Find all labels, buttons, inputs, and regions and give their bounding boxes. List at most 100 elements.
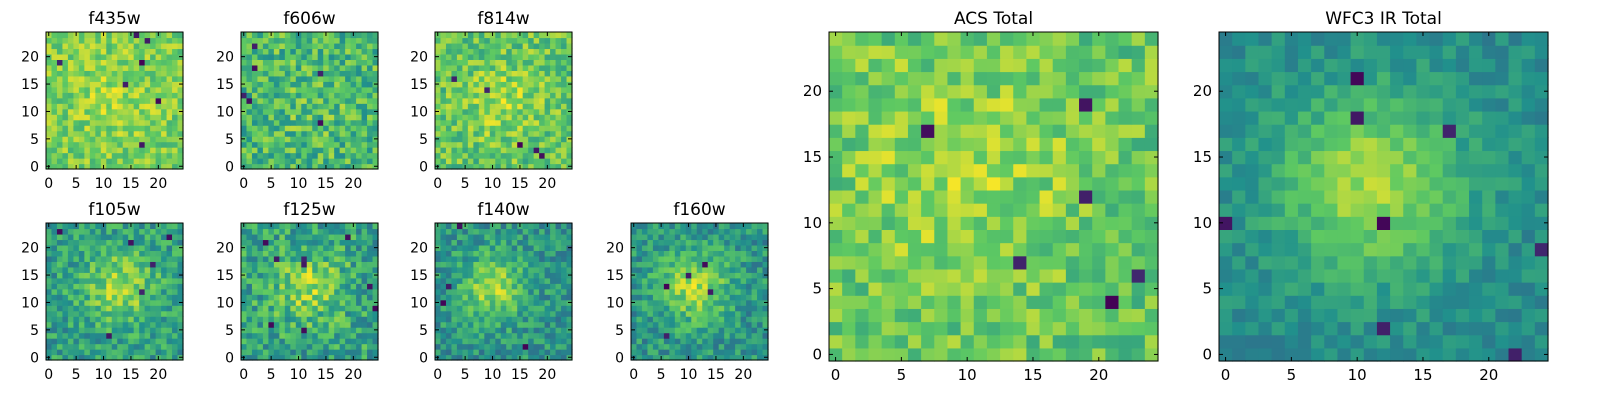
heatmap-cell — [544, 64, 551, 71]
heatmap-cell — [947, 242, 962, 257]
heatmap-cell — [46, 92, 53, 99]
heatmap-cell — [539, 97, 546, 104]
heatmap-cell — [312, 272, 319, 279]
heatmap-cell — [451, 152, 458, 159]
heatmap-cell — [440, 103, 447, 110]
heatmap-cell — [150, 125, 157, 132]
heatmap-cell — [986, 203, 1001, 217]
heatmap-cell — [306, 125, 313, 132]
heatmap-cell — [122, 305, 129, 312]
heatmap-cell — [46, 70, 53, 77]
heatmap-cell — [51, 152, 58, 159]
heatmap-cell — [172, 244, 179, 251]
heatmap-cell — [663, 288, 670, 295]
heatmap-cell — [317, 114, 324, 121]
heatmap-cell — [139, 32, 146, 39]
heatmap-cell — [312, 223, 319, 230]
heatmap-cell — [829, 255, 843, 270]
heatmap-cell — [484, 316, 491, 323]
x-tick-label: 10 — [680, 367, 698, 383]
heatmap-cell — [478, 152, 485, 159]
heatmap-cell — [473, 42, 480, 50]
heatmap-cell — [691, 239, 698, 246]
heatmap-cell — [339, 233, 346, 241]
heatmap-cell — [155, 119, 162, 126]
heatmap-cell — [762, 266, 769, 273]
heatmap-cell — [257, 114, 264, 121]
heatmap-cell — [139, 42, 146, 50]
heatmap-cell — [506, 86, 513, 93]
heatmap-cell — [241, 239, 248, 246]
heatmap-cell — [89, 305, 96, 312]
heatmap-cell — [166, 277, 173, 284]
heatmap-cell — [462, 53, 469, 60]
heatmap-cell — [544, 305, 551, 312]
heatmap-cell — [478, 266, 485, 273]
heatmap-cell — [528, 114, 535, 121]
heatmap-cell — [67, 108, 74, 115]
heatmap-cell — [166, 305, 173, 312]
heatmap-cell — [1079, 308, 1093, 323]
heatmap-cell — [550, 42, 557, 50]
heatmap-cell — [456, 272, 463, 279]
heatmap-cell — [350, 70, 357, 77]
heatmap-cell — [445, 277, 453, 284]
heatmap-cell — [473, 338, 480, 345]
heatmap-cell — [95, 70, 102, 77]
heatmap-cell — [84, 75, 91, 82]
heatmap-cell — [451, 70, 458, 77]
heatmap-cell — [133, 152, 140, 159]
heatmap-cell — [251, 343, 259, 350]
heatmap-cell — [51, 354, 58, 361]
heatmap-cell — [257, 327, 264, 334]
heatmap-cell — [561, 316, 568, 323]
heatmap-cell — [522, 321, 529, 328]
heatmap-cell — [685, 321, 692, 328]
heatmap-cell — [478, 332, 485, 339]
heatmap-cell — [268, 299, 275, 306]
heatmap-cell — [78, 86, 85, 93]
heatmap-cell — [172, 321, 179, 328]
heatmap-cell — [262, 299, 269, 306]
heatmap-cell — [702, 272, 709, 279]
heatmap-cell — [301, 327, 308, 334]
heatmap-cell — [328, 327, 335, 334]
heatmap-cell — [517, 305, 524, 312]
heatmap-cell — [561, 354, 568, 361]
heatmap-cell — [100, 37, 107, 44]
heatmap-cell — [144, 321, 151, 328]
heatmap-cell — [566, 92, 573, 99]
heatmap-cell — [111, 354, 118, 361]
heatmap-cell — [128, 343, 135, 350]
heatmap-cell — [84, 228, 91, 235]
heatmap-cell — [122, 338, 129, 345]
heatmap-cell — [262, 233, 269, 241]
heatmap-cell — [306, 266, 313, 273]
heatmap-cell — [484, 92, 491, 99]
heatmap-cell — [161, 239, 168, 246]
y-tick-label: 20 — [606, 241, 624, 257]
heatmap-cell — [829, 268, 843, 283]
heatmap-cell — [735, 299, 742, 306]
heatmap-cell — [84, 327, 91, 334]
heatmap-cell — [696, 266, 703, 273]
heatmap-cell — [144, 239, 151, 246]
heatmap-cell — [73, 125, 80, 132]
heatmap-cell — [139, 223, 146, 230]
heatmap-cell — [445, 92, 453, 99]
heatmap-cell — [257, 152, 264, 159]
heatmap-cell — [517, 92, 524, 99]
heatmap-cell — [262, 147, 269, 154]
heatmap-cell — [550, 152, 557, 159]
heatmap-cell — [663, 343, 670, 350]
heatmap-cell — [435, 141, 442, 148]
heatmap-cell — [100, 272, 107, 279]
y-tick-label: 10 — [216, 295, 234, 311]
heatmap-cell — [636, 316, 643, 323]
heatmap-cell — [133, 338, 140, 345]
heatmap-cell — [172, 158, 179, 165]
heatmap-cell — [317, 130, 324, 137]
heatmap-cell — [100, 294, 107, 301]
heatmap-cell — [100, 332, 107, 339]
